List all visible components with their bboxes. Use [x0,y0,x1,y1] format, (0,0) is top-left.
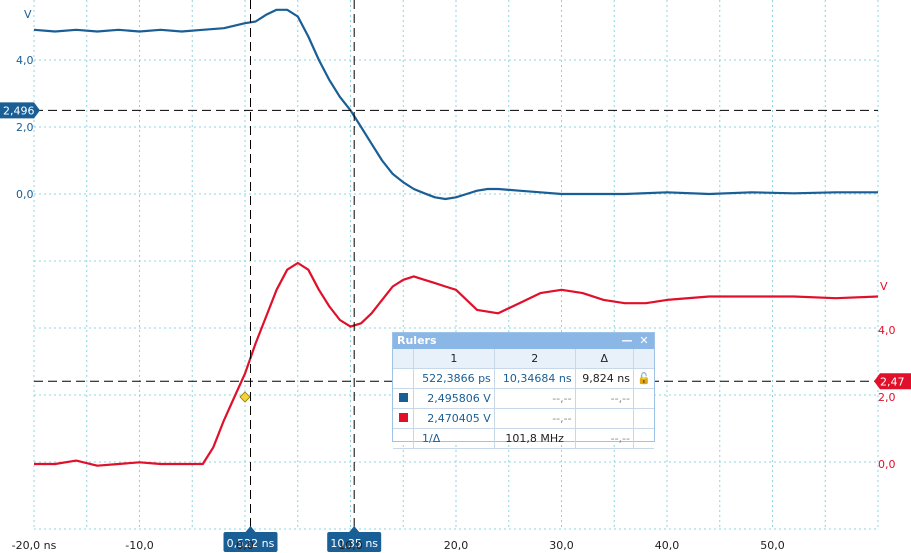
x-tick-label: 20,0 [444,539,469,552]
blue-value-1: 2,495806 V [413,388,495,409]
table-row: 1/Δ 101,8 MHz --,-- [393,428,654,449]
rulers-titlebar[interactable]: Rulers — ✕ [393,333,654,349]
rulers-title: Rulers [397,334,437,347]
blue-value-2: --,-- [494,388,576,409]
x-tick-label: -10,0 [125,539,153,552]
blue-channel-swatch [398,393,408,402]
x-tick-label: -20,0 ns [12,539,57,552]
blue-y-tick-label: 2,0 [16,121,34,134]
freq-label: 1/Δ [413,428,495,449]
traces [33,8,879,467]
blue-value-delta: --,-- [575,388,635,409]
rulers-header-row: 1 2 Δ [393,349,654,369]
red-y-tick-label: 4,0 [878,324,896,337]
rulers-window[interactable]: Rulers — ✕ 1 2 Δ 522,3866 ps 10,34684 ns… [392,332,655,449]
table-row: 2,470405 V --,-- [393,408,654,429]
blue-axis-unit: V [24,8,32,21]
col-header-2: 2 [494,349,576,369]
red-y-tick-label: 0,0 [878,458,896,471]
blue-trace [33,8,878,201]
minimize-button[interactable]: — [621,334,633,347]
time-cursors[interactable]: 0,522 ns 10,35 ns [223,0,382,552]
time-cursor-label: 0,522 ns [227,537,275,550]
x-tick-label: 30,0 [549,539,574,552]
trigger-marker-icon[interactable] [239,391,251,403]
red-axis-unit: V [880,280,888,293]
red-value-1: 2,470405 V [413,408,495,429]
col-header-1: 1 [413,349,495,369]
red-channel-swatch [398,413,408,422]
blue-y-tick-label: 0,0 [16,188,34,201]
close-button[interactable]: ✕ [639,334,649,347]
time-cursor-badge[interactable] [223,532,278,552]
blue-level-marker[interactable] [0,102,40,119]
time-1: 522,3866 ps [413,368,495,389]
table-row: 2,495806 V --,-- --,-- [393,388,654,409]
red-value-delta [575,408,635,429]
red-trace [34,261,879,467]
grid [33,0,879,530]
blue-y-tick-label: 4,0 [16,54,34,67]
freq-value: 101,8 MHz [494,428,576,449]
x-tick-label: 50,0 [760,539,785,552]
red-y-tick-label: 2,0 [878,391,896,404]
freq-delta: --,-- [575,428,635,449]
time-2: 10,34684 ns [494,368,576,389]
axes: -20,0 ns -10,0 0,0 10,0 20,0 30,0 40,0 50,0V4,0… [12,8,896,552]
rulers-table: 1 2 Δ 522,3866 ps 10,34684 ns 9,824 ns 🔓… [393,349,654,449]
red-level-marker[interactable] [874,373,911,390]
x-tick-label: 0,0 [236,539,254,552]
cursor-badge-pointer [349,526,360,532]
time-cursor-badge[interactable] [327,532,382,552]
col-header-delta: Δ [575,349,635,369]
x-tick-label: 40,0 [655,539,680,552]
x-tick-label: 10,0 [338,539,363,552]
table-row: 522,3866 ps 10,34684 ns 9,824 ns 🔓 [393,368,654,389]
red-level-label: 2,47 [880,375,905,388]
cursor-badge-pointer [245,526,256,532]
blue-level-label: 2,496 [3,104,35,117]
time-cursor-label: 10,35 ns [330,537,378,550]
red-value-2: --,-- [494,408,576,429]
lock-icon[interactable]: 🔓 [633,368,654,389]
time-delta: 9,824 ns [575,368,635,389]
